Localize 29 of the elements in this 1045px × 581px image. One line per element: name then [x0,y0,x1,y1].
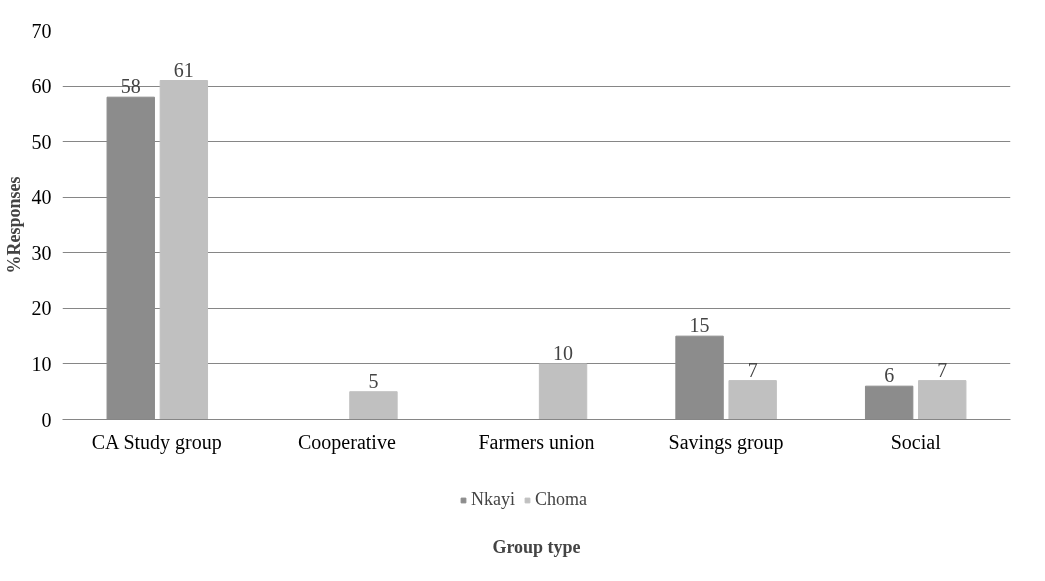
data-label: 5 [368,369,379,392]
x-tick-label: Savings group [668,430,784,454]
data-label: 7 [937,358,948,381]
x-tick-label: Farmers union [478,430,595,453]
bar [538,363,588,420]
y-tick-label: 30 [31,241,52,264]
data-label: 61 [173,58,194,81]
y-tick-label: 70 [31,19,52,42]
x-axis-title: Group type [492,537,581,558]
legend-label: Choma [535,489,587,510]
bar [728,380,777,420]
data-label: 10 [553,341,574,364]
y-tick-label: 10 [31,352,52,375]
bar [918,380,967,420]
data-label: 6 [884,364,895,387]
y-tick-label: 40 [31,186,52,209]
bar [349,391,398,420]
y-axis-title: %Responses [3,176,24,274]
bar [159,80,209,420]
x-tick-label: CA Study group [91,430,222,454]
x-tick-label: Cooperative [298,430,396,454]
y-tick-label: 20 [31,297,52,320]
y-tick-label: 0 [41,408,52,431]
y-tick-label: 60 [31,75,52,98]
data-label: 15 [689,314,710,337]
data-label: 7 [747,358,758,381]
legend-label: Nkayi [471,489,515,510]
x-tick-label: Social [890,430,942,453]
y-tick-label: 50 [31,130,52,153]
